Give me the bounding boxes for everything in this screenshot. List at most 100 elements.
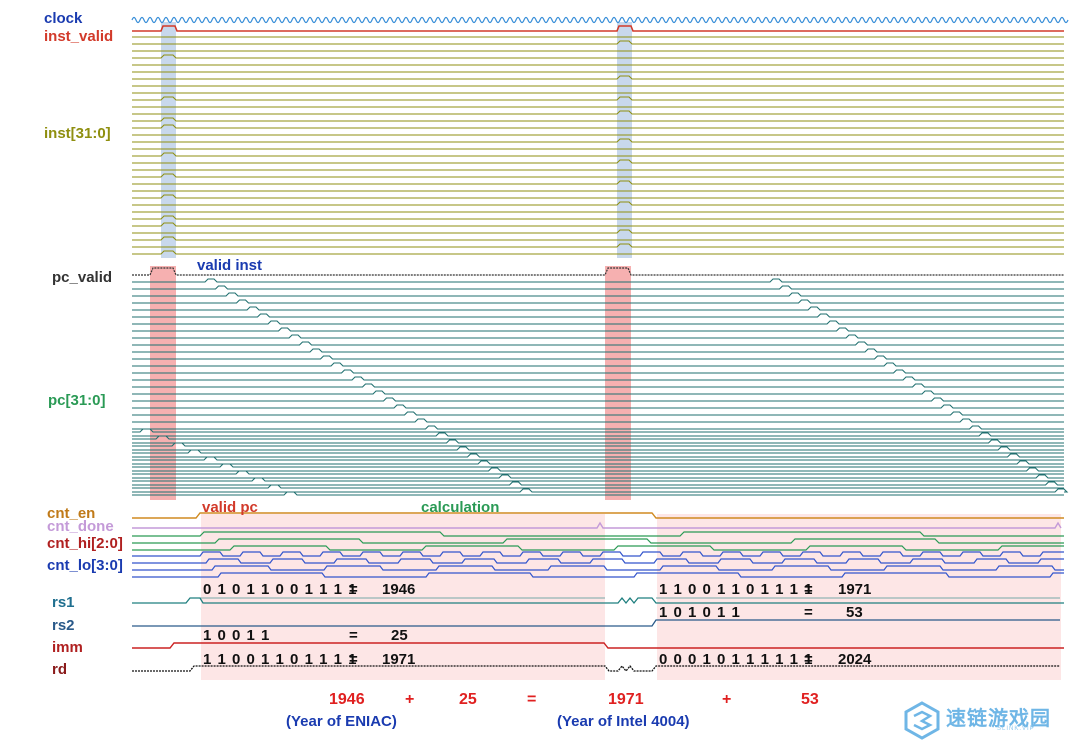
cnt-en-wave bbox=[132, 512, 1064, 519]
calc2-rd-equals: = bbox=[804, 651, 813, 668]
calc1-rs1-equals: = bbox=[349, 581, 358, 598]
watermark-logo: 速链游戏园 SLINK.VIP bbox=[902, 700, 1062, 740]
pc-bit-16 bbox=[132, 383, 1064, 388]
inst-bit-22 bbox=[132, 96, 1064, 101]
formula-plus-1: + bbox=[405, 691, 415, 708]
pc-low-bit-6 bbox=[132, 449, 1064, 454]
label-cnt-lo: cnt_lo[3:0] bbox=[47, 557, 123, 574]
inst-bit-14 bbox=[132, 152, 1064, 157]
pc-valid-highlight-1 bbox=[150, 266, 176, 500]
inst-bit-28 bbox=[132, 54, 1064, 59]
calculation-window-1 bbox=[201, 514, 605, 680]
inst-bit-11 bbox=[132, 173, 1064, 178]
formula-c: 1971 bbox=[608, 691, 644, 708]
cnt-hi-bit-1 bbox=[132, 538, 1064, 544]
rd-wave bbox=[132, 664, 1060, 673]
pc-bit-29 bbox=[132, 292, 1064, 297]
pc-low-bit-4 bbox=[132, 463, 1064, 468]
label-rs1: rs1 bbox=[52, 594, 75, 611]
pc-bit-1 bbox=[132, 488, 1069, 493]
cnt-hi-bit-2 bbox=[132, 531, 1064, 537]
pc-low-bit-1 bbox=[132, 484, 1064, 489]
cnt-lo-bit-2 bbox=[132, 565, 1064, 571]
label-pc: pc[31:0] bbox=[48, 392, 106, 409]
pc-bit-9 bbox=[132, 432, 1064, 437]
pc-bit-5 bbox=[132, 460, 1064, 465]
annotation-valid-inst: valid inst bbox=[197, 257, 263, 274]
rs1-wave bbox=[132, 596, 1064, 605]
calc2-rd-value: 2024 bbox=[838, 651, 872, 668]
formula-plus-2: + bbox=[722, 691, 732, 708]
inst-valid-highlight-2 bbox=[617, 22, 632, 258]
pc-bit-15 bbox=[132, 390, 1064, 395]
annotation-calculation: calculation bbox=[421, 499, 500, 516]
pc-bit-10 bbox=[132, 425, 1064, 430]
pc-low-bit-2 bbox=[132, 477, 1064, 482]
pc-bit-18 bbox=[132, 369, 1064, 374]
label-inst-valid: inst_valid bbox=[44, 28, 114, 45]
formula-equals: = bbox=[527, 691, 537, 708]
pc-bit-13 bbox=[132, 404, 1064, 409]
pc-low-bit-3 bbox=[132, 470, 1064, 475]
calc2-rs1-equals: = bbox=[804, 581, 813, 598]
calc2-rd-bits: 0 0 0 1 0 1 1 1 1 1 1 bbox=[659, 651, 814, 668]
inst-bit-25 bbox=[132, 75, 1064, 80]
label-cnt-hi: cnt_hi[2:0] bbox=[47, 535, 123, 552]
label-imm: imm bbox=[52, 639, 83, 656]
pc-bit-8 bbox=[132, 439, 1064, 444]
inst-bit-20 bbox=[132, 110, 1064, 115]
label-inst: inst[31:0] bbox=[44, 125, 111, 142]
label-cnt-done: cnt_done bbox=[47, 518, 114, 535]
calc2-rs2-equals: = bbox=[804, 604, 813, 621]
inst-bit-8 bbox=[132, 194, 1064, 199]
calc2-rs1-bits: 1 1 0 0 1 1 0 1 1 1 1 bbox=[659, 581, 814, 598]
pc-bit-20 bbox=[132, 355, 1064, 360]
inst-bit-30 bbox=[132, 40, 1064, 45]
calc1-imm-bits: 1 0 0 1 1 bbox=[203, 627, 271, 644]
clock-wave bbox=[131, 16, 1069, 24]
inst-bit-16 bbox=[132, 138, 1064, 143]
inst-bit-5 bbox=[132, 215, 1064, 220]
inst-bit-18 bbox=[132, 124, 1064, 129]
inst-bit-7 bbox=[132, 201, 1064, 206]
rs2-wave bbox=[132, 619, 1060, 627]
pc-bit-31 bbox=[132, 278, 1064, 283]
pc-bit-7 bbox=[132, 446, 1064, 451]
pc-valid-wave bbox=[132, 267, 1064, 276]
pc-low-bit-9 bbox=[132, 428, 1064, 433]
pc-bit-14 bbox=[132, 397, 1064, 402]
label-pc-valid: pc_valid bbox=[52, 269, 113, 286]
formula-b: 25 bbox=[459, 691, 477, 708]
calc1-rs1-value: 1946 bbox=[382, 581, 416, 598]
pc-bit-25 bbox=[132, 320, 1064, 325]
watermark-text: 速链游戏园 bbox=[946, 708, 1051, 730]
formula-a: 1946 bbox=[329, 691, 365, 708]
inst-bit-10 bbox=[132, 180, 1064, 185]
inst-valid-highlight-1 bbox=[161, 22, 176, 258]
cube-logo-icon bbox=[904, 701, 940, 740]
cnt-lo-bit-1 bbox=[132, 558, 1064, 564]
pc-bit-30 bbox=[132, 285, 1064, 290]
pc-bit-2 bbox=[132, 481, 1064, 486]
pc-bit-11 bbox=[132, 418, 1064, 423]
cnt-hi-bit-0 bbox=[132, 545, 1064, 551]
cnt-lo-bit-0 bbox=[132, 551, 1064, 557]
caption-intel: (Year of Intel 4004) bbox=[557, 713, 690, 730]
pc-bit-4 bbox=[132, 467, 1064, 472]
pc-valid-highlight-2 bbox=[605, 266, 631, 500]
annotation-valid-pc: valid pc bbox=[202, 499, 258, 516]
pc-bit-24 bbox=[132, 327, 1064, 332]
inst-bit-4 bbox=[132, 222, 1064, 227]
calc1-rd-bits: 1 1 0 0 1 1 0 1 1 1 1 bbox=[203, 651, 358, 668]
inst-bit-1 bbox=[132, 243, 1064, 248]
calc2-rs2-value: 53 bbox=[846, 604, 863, 621]
label-clock: clock bbox=[44, 10, 83, 27]
inst-bit-0 bbox=[132, 250, 1064, 255]
label-cnt-en: cnt_en bbox=[47, 505, 96, 522]
pc-low-bit-0 bbox=[132, 491, 1064, 496]
calc1-rd-equals: = bbox=[349, 651, 358, 668]
formula-d: 53 bbox=[801, 691, 819, 708]
pc-bit-21 bbox=[132, 348, 1064, 353]
watermark-subtext: SLINK.VIP bbox=[997, 726, 1035, 732]
pc-bit-28 bbox=[132, 299, 1064, 304]
